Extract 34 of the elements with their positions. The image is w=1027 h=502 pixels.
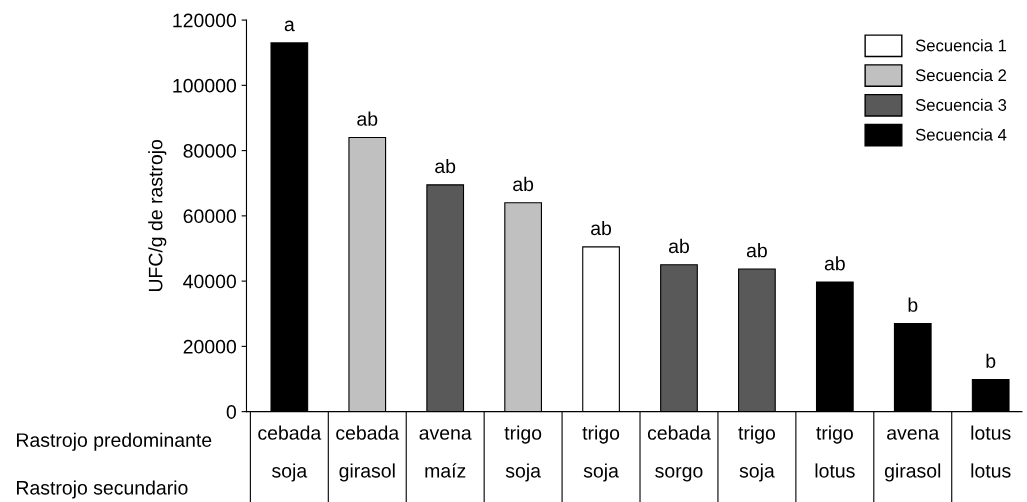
text: ab — [591, 220, 612, 236]
category-label: cebada girasol — [336, 425, 400, 482]
text: Rastrojo secundario — [17, 480, 188, 499]
x-tick-label: trigo lotus — [815, 425, 855, 478]
y-tick-label: 60000 — [183, 209, 236, 224]
text: a — [284, 20, 295, 32]
x-tick-label: trigo soja — [582, 425, 620, 482]
category-label: cebada soja — [258, 425, 322, 482]
y-axis-title: UFC/g de rastrojo — [148, 139, 167, 292]
text: ab — [668, 238, 689, 254]
text: ab — [824, 256, 845, 271]
y-tick-label: 40000 — [183, 274, 236, 289]
y-tick-label: 0 — [226, 405, 236, 419]
category-label: cebada sorgo — [647, 425, 711, 482]
text: b — [986, 353, 996, 368]
text: b — [908, 297, 918, 312]
text: ab — [513, 176, 534, 192]
y-tick-label: 100000 — [173, 78, 236, 93]
category-label: lotus lotus — [971, 425, 1011, 478]
text: Rastrojo predominante — [17, 432, 212, 451]
text: ab — [435, 158, 456, 174]
x-tick-label: trigo soja — [504, 425, 542, 482]
y-tick-label: 120000 — [173, 13, 236, 28]
legend-label: Secuencia 1 — [915, 39, 1007, 52]
y-tick-label: 20000 — [183, 339, 236, 354]
category-label: avena girasol — [884, 429, 941, 482]
y-tick-label: 80000 — [183, 144, 236, 158]
text: ab — [746, 243, 767, 258]
text: ab — [357, 111, 378, 126]
x-tick-label: trigo soja — [738, 425, 776, 482]
category-label: avena maíz — [419, 429, 472, 478]
legend-label: Secuencia 3 — [915, 98, 1007, 111]
legend-label: Secuencia 4 — [915, 128, 1007, 141]
legend-label: Secuencia 2 — [915, 68, 1007, 82]
